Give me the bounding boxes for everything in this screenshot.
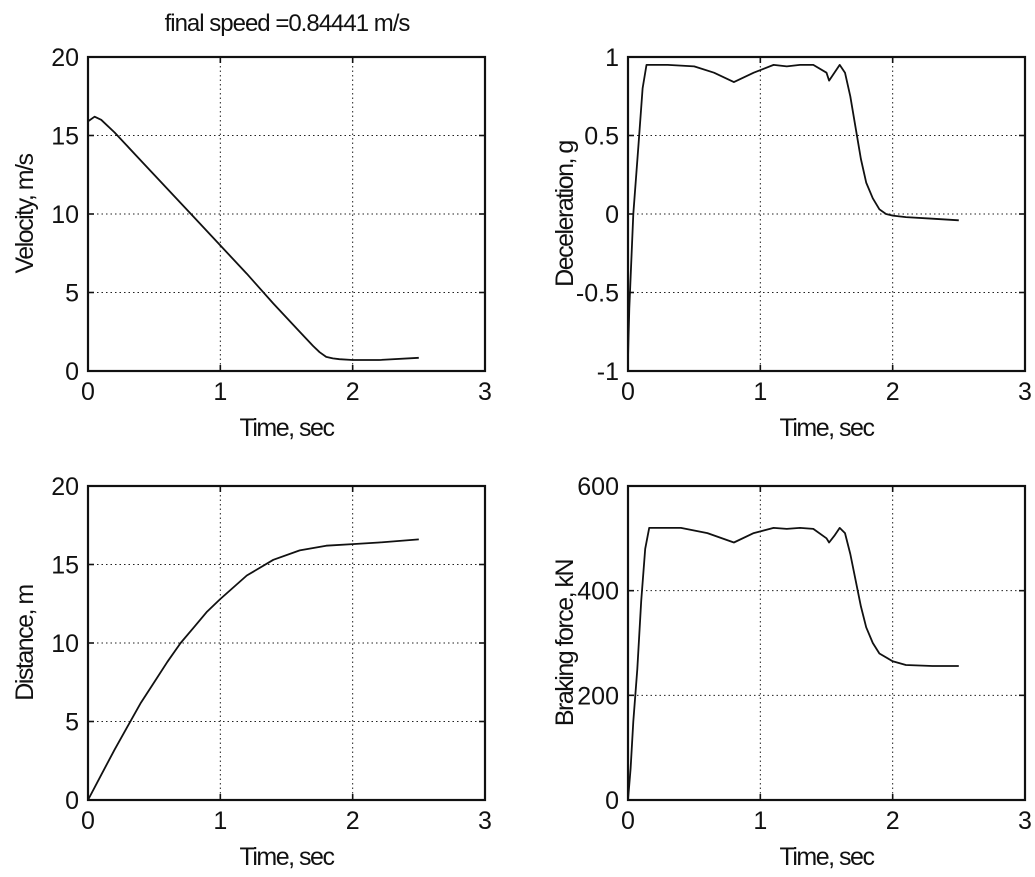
velocity-x-tick-label-2: 2: [346, 378, 360, 406]
braking-force-y-tick-label-0: 0: [605, 787, 619, 815]
velocity-x-tick-label-1: 1: [213, 378, 227, 406]
braking-force-x-axis-label: Time, sec: [780, 843, 875, 871]
deceleration-y-tick-label-0: -1: [597, 358, 619, 386]
panel-velocity: 0 1 2 3 0 5 10 15 20 Time, sec Velocity, m/s: [11, 44, 492, 442]
braking-force-y-tick-label-2: 400: [577, 578, 619, 606]
deceleration-x-tick-label-3: 3: [1018, 378, 1032, 406]
velocity-y-tick-label-3: 15: [51, 123, 79, 151]
panel-braking-force: 0 1 2 3 0 200 400 600 Time, sec Braking force, kN: [551, 473, 1032, 871]
distance-series-line-0: [87, 538, 419, 801]
distance-x-axis-label: Time, sec: [240, 843, 335, 871]
panel-deceleration: 0 1 2 3 -1 -0.5 0 0.5 1 Time, sec Deceleration, g: [551, 44, 1032, 442]
braking-force-series-line-0: [627, 527, 959, 801]
velocity-y-tick-label-1: 5: [65, 280, 79, 308]
distance-y-tick-label-2: 10: [51, 630, 79, 658]
braking-force-plot-frame: [626, 484, 1027, 802]
figure-title: final speed =0.84441 m/s: [165, 10, 411, 37]
distance-y-tick-label-0: 0: [65, 787, 79, 815]
braking-force-y-tick-label-3: 600: [577, 473, 619, 501]
velocity-x-tick-label-3: 3: [478, 378, 492, 406]
distance-y-tick-label-1: 5: [65, 709, 79, 737]
velocity-y-tick-label-0: 0: [65, 358, 79, 386]
braking-force-x-tick-label-0: 0: [621, 807, 635, 835]
deceleration-y-tick-label-2: 0: [605, 201, 619, 229]
deceleration-x-tick-label-1: 1: [753, 378, 767, 406]
distance-x-tick-label-0: 0: [81, 807, 95, 835]
deceleration-y-tick-label-4: 1: [605, 44, 619, 72]
deceleration-series-line-0: [627, 64, 959, 359]
distance-y-tick-label-3: 15: [51, 552, 79, 580]
deceleration-y-tick-label-1: -0.5: [576, 280, 619, 308]
deceleration-x-axis-label: Time, sec: [780, 414, 875, 442]
braking-force-x-tick-label-3: 3: [1018, 807, 1032, 835]
deceleration-y-tick-label-3: 0.5: [584, 123, 619, 151]
velocity-y-tick-label-2: 10: [51, 201, 79, 229]
distance-x-tick-label-1: 1: [213, 807, 227, 835]
deceleration-x-tick-label-2: 2: [886, 378, 900, 406]
velocity-x-axis-label: Time, sec: [240, 414, 335, 442]
braking-force-x-tick-label-2: 2: [886, 807, 900, 835]
velocity-x-tick-label-0: 0: [81, 378, 95, 406]
braking-force-y-axis-label: Braking force, kN: [551, 559, 579, 726]
deceleration-y-axis-label: Deceleration, g: [551, 141, 579, 287]
velocity-y-tick-label-4: 20: [51, 44, 79, 72]
distance-y-axis-label: Distance, m: [11, 585, 39, 701]
deceleration-x-tick-label-0: 0: [621, 378, 635, 406]
velocity-series-line-0: [87, 115, 419, 361]
distance-y-tick-label-4: 20: [51, 473, 79, 501]
velocity-y-axis-label: Velocity, m/s: [11, 154, 39, 274]
distance-x-tick-label-3: 3: [478, 807, 492, 835]
braking-force-y-tick-label-1: 200: [577, 682, 619, 710]
panel-distance: 0 1 2 3 0 5 10 15 20 Time, sec Distance, m: [11, 473, 492, 871]
distance-x-tick-label-2: 2: [346, 807, 360, 835]
braking-force-x-tick-label-1: 1: [753, 807, 767, 835]
